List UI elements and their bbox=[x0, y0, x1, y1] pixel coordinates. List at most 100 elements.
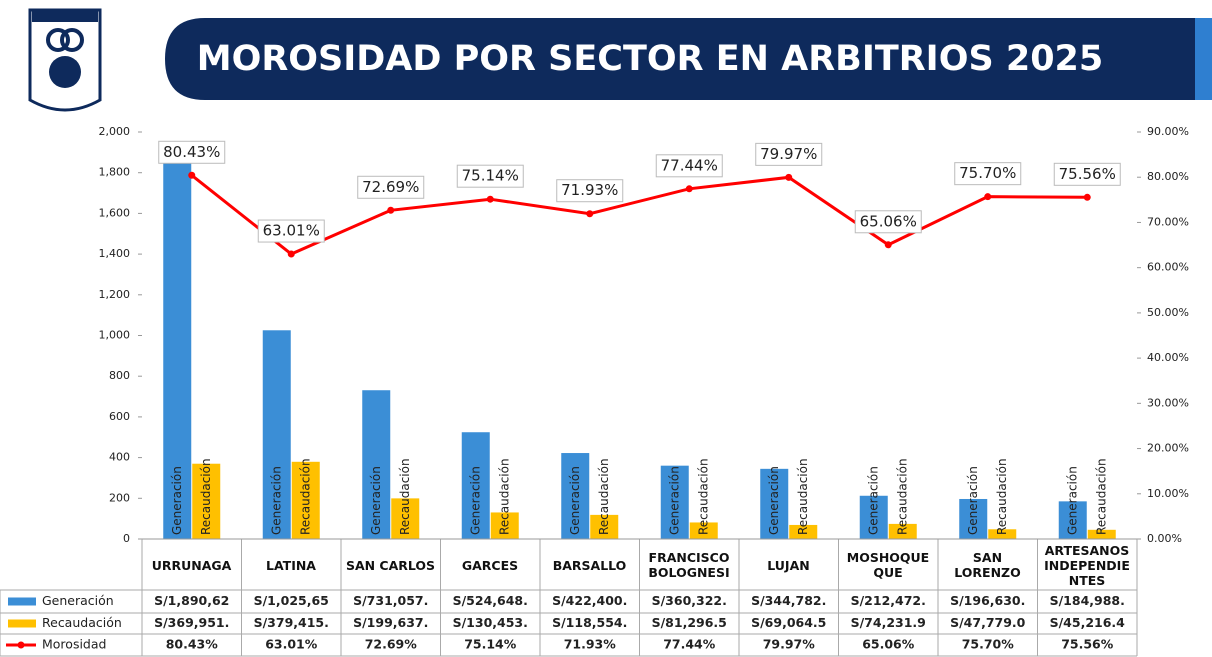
data-label-box bbox=[456, 164, 524, 188]
category-label: LUJAN bbox=[767, 557, 810, 573]
bar bbox=[988, 529, 1017, 539]
table-value: 72.69% bbox=[365, 637, 418, 652]
table-value: S/524,648. bbox=[453, 593, 528, 608]
category-label: FRANCISCO BOLOGNESI bbox=[648, 550, 730, 580]
legend-label: Generación bbox=[42, 593, 114, 608]
data-label: 65.06% bbox=[860, 212, 917, 230]
line bbox=[190, 174, 1088, 256]
data-label-box bbox=[755, 142, 823, 166]
table-value: 80.43% bbox=[166, 637, 219, 652]
line-point bbox=[387, 206, 395, 214]
table-value: S/69,064.5 bbox=[751, 615, 826, 630]
bar bbox=[1058, 501, 1087, 539]
bar-label: Generación bbox=[966, 466, 980, 535]
data-label: 63.01% bbox=[263, 222, 320, 240]
bar-label: Recaudación bbox=[199, 458, 213, 535]
bar-label: Generación bbox=[369, 466, 383, 535]
table-value: 65.06% bbox=[862, 637, 915, 652]
legend-key bbox=[8, 597, 36, 606]
legend-label: Morosidad bbox=[42, 637, 106, 652]
y-tick-label: 2,000 bbox=[99, 125, 131, 138]
table-value: 79.97% bbox=[763, 637, 816, 652]
data-label: 77.44% bbox=[661, 156, 718, 174]
data-label-box bbox=[1053, 162, 1121, 186]
table-value: S/196,630. bbox=[950, 593, 1025, 608]
data-label-box bbox=[357, 175, 425, 199]
y-tick-label: 1,400 bbox=[99, 247, 131, 260]
table-value: S/360,322. bbox=[652, 593, 727, 608]
bar bbox=[760, 468, 789, 539]
data-label: 71.93% bbox=[561, 181, 618, 199]
bar bbox=[291, 461, 320, 539]
line-point bbox=[486, 195, 494, 203]
table-value: S/81,296.5 bbox=[652, 615, 727, 630]
data-label-box bbox=[854, 210, 922, 234]
bar-label-group: Recaudación bbox=[995, 458, 1009, 535]
bar-label-group: Generación bbox=[568, 466, 582, 535]
y-tick-label: 1,800 bbox=[99, 166, 131, 179]
category-label: URRUNAGA bbox=[151, 557, 232, 573]
category-label: SAN CARLOS bbox=[345, 557, 436, 573]
y-tick-label: 600 bbox=[109, 410, 130, 423]
bar bbox=[859, 495, 888, 539]
table-value: S/47,779.0 bbox=[950, 615, 1026, 630]
category-label: LATINA bbox=[266, 557, 316, 573]
bar-label-group: Generación bbox=[1065, 466, 1079, 535]
table-value: S/344,782. bbox=[751, 593, 826, 608]
bar-label: Generación bbox=[468, 466, 482, 535]
bar-label-group: Generación bbox=[866, 466, 880, 535]
bar-label: Recaudación bbox=[298, 458, 312, 535]
y2-tick-label: 30.00% bbox=[1147, 396, 1189, 409]
line-point bbox=[1083, 193, 1091, 201]
legend-key bbox=[8, 619, 36, 628]
bar bbox=[163, 154, 192, 539]
data-label-box bbox=[158, 140, 226, 164]
line-point bbox=[685, 185, 693, 193]
bar bbox=[362, 390, 391, 539]
table-value: 63.01% bbox=[265, 637, 318, 652]
table-value: S/731,057. bbox=[353, 593, 428, 608]
bar-label-group: Recaudación bbox=[796, 458, 810, 535]
bar-label-group: Recaudación bbox=[696, 458, 710, 535]
bar-label-group: Recaudación bbox=[398, 458, 412, 535]
bar bbox=[561, 453, 590, 539]
bar-label-group: Recaudación bbox=[1094, 458, 1108, 535]
table-value: S/184,988. bbox=[1050, 593, 1125, 608]
title-banner bbox=[165, 18, 1212, 100]
line-point bbox=[586, 210, 594, 218]
bar bbox=[888, 523, 917, 539]
category-label: GARCES bbox=[461, 557, 519, 573]
bar-label: Generación bbox=[767, 466, 781, 535]
bar-label-group: Recaudación bbox=[895, 458, 909, 535]
category-label: BARSALLO bbox=[552, 557, 627, 573]
table-value: S/1,890,62 bbox=[154, 593, 229, 608]
line-point bbox=[884, 241, 892, 249]
bar bbox=[262, 330, 291, 539]
table-value: S/199,637. bbox=[353, 615, 428, 630]
data-label-box bbox=[257, 219, 325, 243]
y-tick-label: 800 bbox=[109, 369, 130, 382]
bar bbox=[789, 524, 818, 539]
y2-tick-label: 70.00% bbox=[1147, 215, 1189, 228]
y2-tick-label: 10.00% bbox=[1147, 487, 1189, 500]
bar bbox=[391, 498, 420, 539]
bar-label: Generación bbox=[1065, 466, 1079, 535]
bar-label-group: Generación bbox=[966, 466, 980, 535]
bar-label-group: Recaudación bbox=[497, 458, 511, 535]
bar-label-group: Generación bbox=[269, 466, 283, 535]
bar bbox=[490, 512, 519, 539]
bar-label: Recaudación bbox=[597, 458, 611, 535]
logo bbox=[28, 8, 102, 112]
bar-label-group: Generación bbox=[170, 466, 184, 535]
data-label-box bbox=[954, 162, 1022, 186]
bar-label: Recaudación bbox=[1094, 458, 1108, 535]
bar-label-group: Generación bbox=[369, 466, 383, 535]
y-tick-label: 400 bbox=[109, 451, 130, 464]
bar-label-group: Generación bbox=[468, 466, 482, 535]
table-value: S/74,231.9 bbox=[851, 615, 926, 630]
data-label: 75.14% bbox=[462, 167, 519, 185]
bar-label-group: Generación bbox=[767, 466, 781, 535]
table-value: 75.14% bbox=[464, 637, 517, 652]
bar-label: Recaudación bbox=[895, 458, 909, 535]
table-value: 75.70% bbox=[962, 637, 1015, 652]
